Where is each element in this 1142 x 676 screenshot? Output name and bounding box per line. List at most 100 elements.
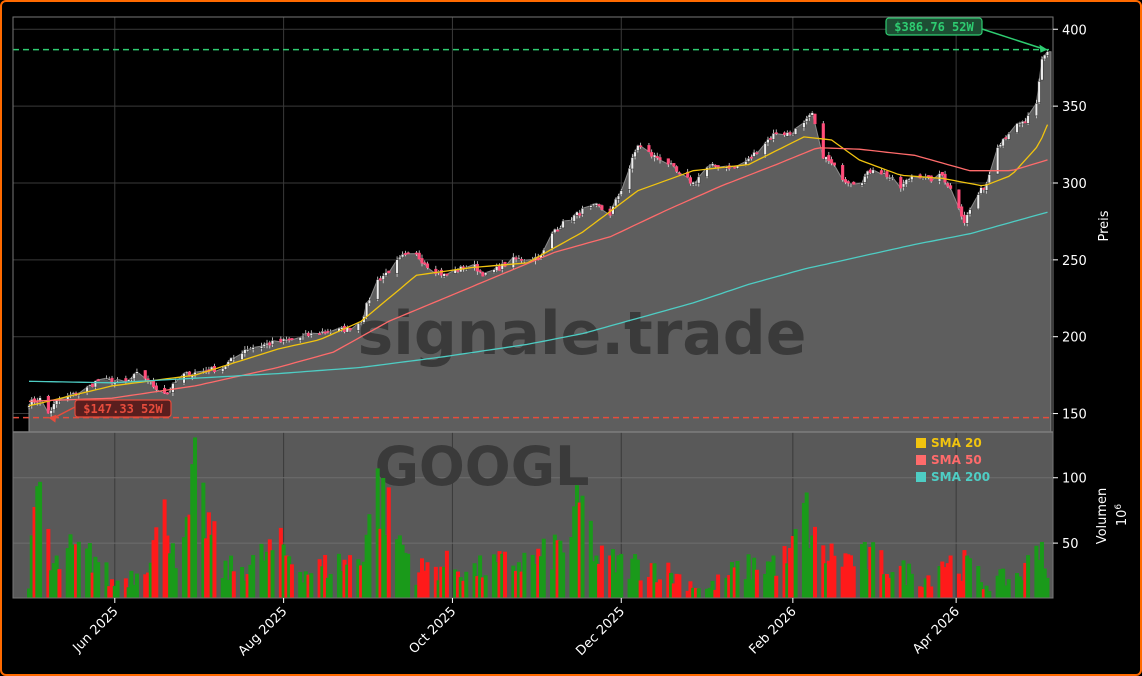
price-tick-label: 300	[1062, 177, 1087, 192]
candle-body-down	[960, 206, 964, 217]
volume-bar-down	[943, 567, 948, 598]
candle	[270, 337, 275, 348]
price-axis: 150 200 250 300 350 400	[1053, 23, 1087, 423]
volume-bar-up	[104, 562, 109, 598]
volume-bar-down	[774, 575, 779, 598]
candle	[821, 120, 825, 160]
candle	[899, 175, 903, 192]
candle-body-up	[284, 339, 288, 342]
volume-bar-up	[85, 548, 90, 598]
candle-body-up	[592, 203, 596, 207]
candle-body-up	[329, 331, 333, 333]
candle-body-up	[921, 178, 925, 180]
candle	[747, 155, 751, 162]
candle-body-down	[832, 162, 836, 166]
volume-bar-up	[1042, 568, 1047, 598]
candle	[636, 144, 640, 153]
high-52w-annotation: $386.76 52W	[885, 17, 1048, 53]
candle	[240, 350, 244, 361]
candle	[251, 344, 255, 353]
volume-bar-up	[807, 548, 812, 598]
volume-bar-down	[948, 555, 953, 598]
candle	[846, 180, 850, 187]
volume-bar-up	[810, 535, 815, 598]
candle-body-up	[384, 272, 388, 276]
volume-bar-down	[879, 550, 884, 598]
candle	[705, 166, 709, 179]
candle-body-down	[899, 176, 903, 189]
candle	[672, 163, 676, 168]
volume-bar-up	[824, 563, 829, 598]
volume-bar-up	[364, 534, 369, 598]
volume-bar-up	[1020, 580, 1025, 598]
volume-bar-up	[184, 517, 189, 598]
candle-body-down	[716, 165, 720, 168]
volume-bar-up	[871, 542, 876, 598]
candle-body-down	[143, 370, 147, 379]
high-52w-arrow-head	[1039, 44, 1048, 53]
candle	[359, 321, 363, 325]
candle-body-up	[763, 143, 767, 155]
legend: SMA 20 SMA 50 SMA 200	[916, 436, 990, 484]
volume-bar-down	[666, 562, 671, 598]
volume-bar-up	[588, 520, 593, 598]
volume-bar-up	[491, 554, 496, 598]
volume-bar-down	[162, 499, 167, 598]
candle	[301, 333, 305, 340]
candle	[904, 178, 908, 187]
candle	[827, 151, 831, 165]
candle	[841, 163, 845, 182]
volume-bar-up	[190, 464, 195, 598]
candle	[165, 392, 169, 395]
volume-bar-down	[782, 546, 787, 598]
candle-body-up	[135, 371, 139, 374]
volume-bar-up	[500, 553, 505, 598]
volume-bar-down	[165, 535, 170, 598]
candle-body-up	[616, 195, 621, 200]
candle-body-up	[904, 179, 908, 186]
volume-bar-up	[220, 578, 225, 598]
volume-bar-up	[550, 569, 555, 598]
candle-body-up	[636, 145, 640, 151]
candle-body-up	[71, 392, 75, 395]
candle-body-up	[30, 399, 34, 407]
candle-body-up	[107, 378, 111, 381]
volume-bar-up	[298, 571, 303, 598]
volume-bar-up	[436, 580, 441, 598]
volume-bar-down	[929, 586, 934, 598]
volume-bar-down	[110, 579, 115, 598]
date-tick-label: Jun 2025	[70, 604, 122, 656]
candle-body-down	[650, 152, 654, 157]
volume-bar-up	[494, 561, 499, 598]
candle	[592, 203, 596, 207]
candle	[484, 272, 488, 277]
candle-body-up	[979, 187, 983, 194]
candle-body-down	[91, 383, 95, 388]
candle	[246, 345, 250, 352]
volume-bar-up	[381, 477, 386, 598]
volume-bar-up	[397, 535, 402, 598]
candle	[376, 276, 380, 302]
candle-body-down	[841, 165, 845, 180]
candle-body-up	[996, 147, 1000, 175]
candle	[439, 267, 443, 278]
volume-bar-down	[306, 574, 311, 598]
candle	[520, 256, 524, 264]
volume-bar-up	[223, 560, 228, 598]
candle-body-down	[556, 229, 560, 232]
volume-bar-down	[608, 555, 613, 598]
candle-body-down	[406, 252, 410, 255]
candle-body-up	[395, 259, 399, 274]
volume-bar-down	[599, 545, 604, 598]
volume-bar-up	[472, 563, 477, 598]
candle-body-down	[597, 204, 601, 207]
volume-bar-up	[904, 585, 909, 598]
volume-bar-up	[793, 529, 798, 598]
candle	[318, 331, 322, 335]
candle-body-up	[711, 163, 715, 167]
volume-tick-label: 100	[1062, 472, 1087, 487]
volume-bar-up	[325, 577, 330, 598]
sma-line-0	[28, 124, 1049, 407]
candle	[979, 184, 983, 195]
volume-bar-up	[367, 514, 372, 598]
